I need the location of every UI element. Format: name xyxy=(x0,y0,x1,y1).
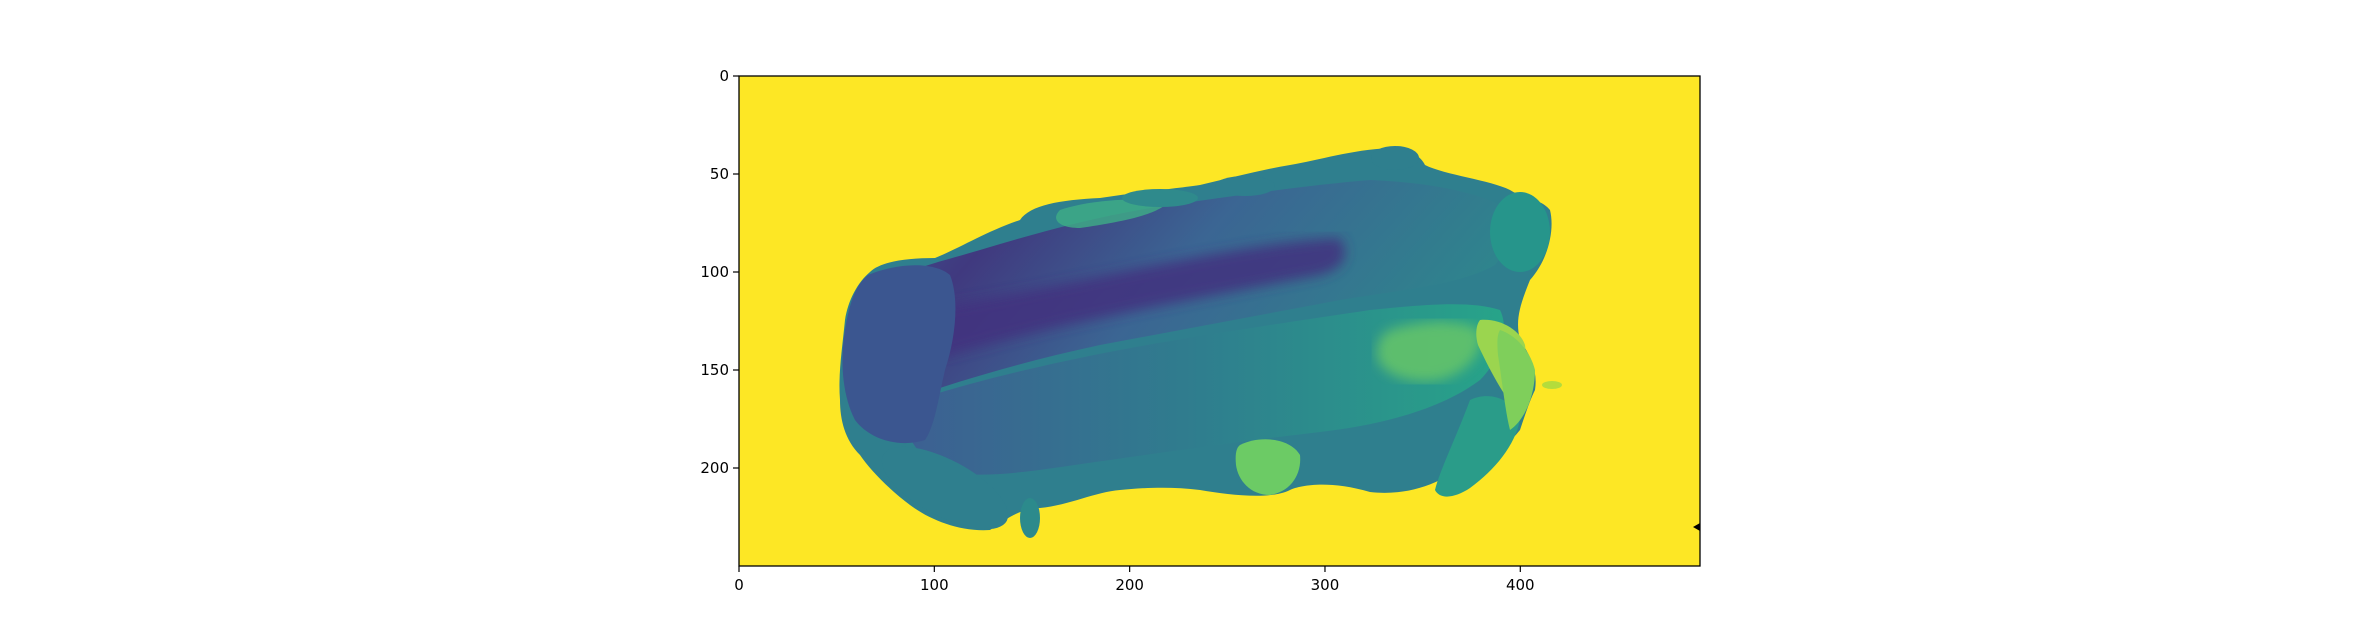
blob-top-nub-2 xyxy=(1215,176,1275,196)
y-axis: 0 50 100 150 200 xyxy=(700,67,739,477)
blob-bottom-drip xyxy=(1020,498,1040,538)
x-tick-label: 400 xyxy=(1506,576,1535,594)
blob-right-edge xyxy=(1497,330,1535,430)
blob-green-patch-4 xyxy=(1056,199,1170,228)
x-tick-label: 300 xyxy=(1311,576,1340,594)
blob-green-patch-3 xyxy=(1235,439,1301,495)
blob-top-nub-3 xyxy=(1371,146,1419,170)
blob-bottom-lobe xyxy=(881,446,1009,530)
x-axis: 0 100 200 300 400 xyxy=(734,566,1535,594)
blob-left-cap xyxy=(842,265,956,444)
y-tick-label: 100 xyxy=(700,263,729,281)
x-tick-label: 100 xyxy=(920,576,949,594)
blob-right-arm xyxy=(1435,396,1520,497)
blob-lower-band xyxy=(900,304,1504,475)
y-tick-label: 50 xyxy=(710,165,729,183)
y-tick-label: 0 xyxy=(719,67,729,85)
blob-right-dot xyxy=(1542,381,1562,389)
blob-right-ear xyxy=(1490,192,1550,272)
axes-frame xyxy=(738,75,1701,567)
x-tick-label: 0 xyxy=(734,576,744,594)
blob-core-band xyxy=(915,238,1345,360)
y-tick-label: 150 xyxy=(700,361,729,379)
blob-green-patch-1 xyxy=(1377,321,1481,382)
edge-marker xyxy=(1693,523,1700,531)
blob-top-nub-1 xyxy=(1122,189,1198,207)
depth-blob xyxy=(839,146,1562,538)
x-tick-label: 200 xyxy=(1115,576,1144,594)
y-tick-label: 200 xyxy=(700,459,729,477)
heatmap-image xyxy=(739,76,1700,566)
